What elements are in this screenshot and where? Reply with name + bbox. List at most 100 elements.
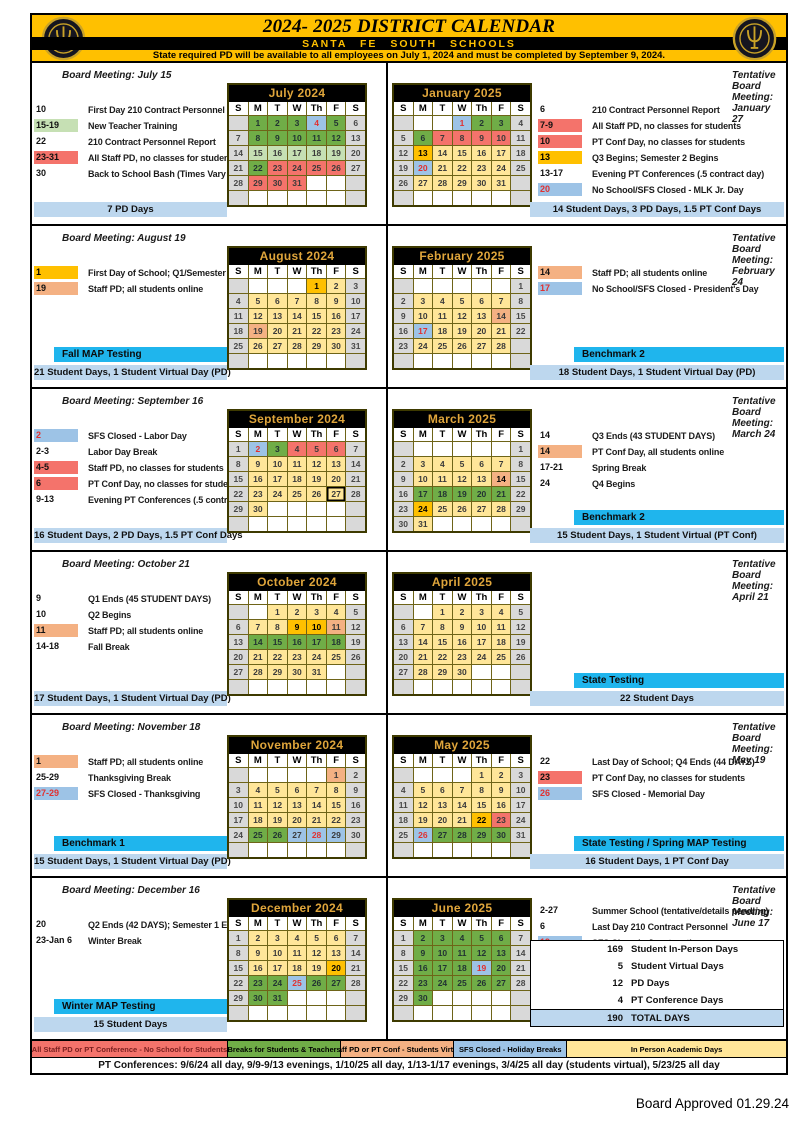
calendar-day-cell	[394, 116, 413, 130]
calendar-day-cell	[491, 991, 511, 1005]
calendar-day-cell: 15	[452, 146, 472, 160]
month-block-july-2024: Board Meeting: July 15 10 First Day 210 Co…	[32, 63, 386, 224]
calendar-day-cell: 4	[433, 457, 452, 471]
calendar-day-cell	[452, 991, 472, 1005]
totals-value: 190	[607, 1012, 623, 1024]
note-text: 210 Contract Personnel Report	[592, 104, 720, 115]
calendar-day-cell: 21	[287, 324, 307, 338]
testing-banner: State Testing / Spring MAP Testing	[574, 836, 784, 851]
note-text: Last Day 210 Contract Personnel	[592, 921, 728, 932]
calendar-day-cell: 25	[229, 339, 248, 353]
calendar-day-cell	[433, 1006, 452, 1020]
calendar-day-cell: 2	[452, 605, 472, 619]
calendar-day-cell	[307, 176, 326, 190]
calendar-day-cell: 24	[511, 813, 530, 827]
note-day-label: 2-27	[540, 905, 559, 915]
calendar-day-cell: 1	[229, 931, 248, 945]
note-row: 10 First Day 210 Contract Personnel	[34, 103, 227, 116]
note-day-label: 6	[34, 477, 78, 490]
day-name-cell: T	[433, 428, 452, 441]
note-text: Staff PD, no classes for students	[88, 462, 224, 473]
calendar-day-cell: 1	[452, 116, 472, 130]
month-summary-bar: 22 Student Days	[530, 691, 784, 706]
note-row: 25-29 Thanksgiving Break	[34, 771, 227, 784]
calendar-day-cell: 14	[511, 946, 530, 960]
calendar-day-cell: 20	[268, 324, 287, 338]
calendar-day-cell	[491, 680, 511, 694]
note-day-label: 14-18	[36, 641, 60, 651]
day-name-cell: W	[287, 591, 307, 604]
calendar-day-cell	[307, 354, 326, 368]
notes-column: Board Meeting: December 16 20 Q2 Ends (42 …	[34, 878, 243, 1039]
calendar-day-cell: 25	[433, 339, 452, 353]
calendar-day-cell: 12	[248, 309, 268, 323]
calendar-day-cell: 6	[433, 783, 452, 797]
calendar-day-cell: 3	[413, 457, 433, 471]
calendar-day-cell: 13	[287, 798, 307, 812]
note-day-label: 27-29	[34, 787, 78, 800]
calendar-day-cell	[472, 279, 491, 293]
note-text: First Day 210 Contract Personnel	[88, 104, 225, 115]
board-meeting-label: Tentative Board Meeting: February 24	[732, 233, 776, 288]
calendar-day-cell: 22	[229, 487, 248, 501]
calendar-day-cell	[394, 354, 413, 368]
calendar-day-cell	[413, 116, 433, 130]
calendar-day-cell: 9	[394, 309, 413, 323]
calendar-day-cell: 30	[346, 828, 365, 842]
column-divider	[386, 226, 388, 387]
column-divider	[386, 389, 388, 550]
calendar-day-cell: 2	[346, 768, 365, 782]
calendar-day-cell: 11	[394, 798, 413, 812]
calendar-day-cell: 7	[307, 783, 326, 797]
month-block-october-2024: Board Meeting: October 21 9 Q1 Ends (45 ST…	[32, 552, 386, 713]
calendar-day-cell: 28	[346, 487, 365, 501]
legend-item: Staff PD or PT Conf - Students Virtual	[341, 1041, 455, 1057]
calendar-day-cell	[433, 680, 452, 694]
calendar-day-cell: 21	[491, 487, 511, 501]
calendar-day-cell	[472, 191, 491, 205]
notes-list: 20 Q2 Ends (42 DAYS); Semester 1 Ends 23-J…	[34, 918, 243, 950]
note-row: 24 Q4 Begins	[538, 477, 784, 490]
day-name-cell: Th	[472, 428, 491, 441]
day-name-cell: T	[268, 591, 287, 604]
day-name-cell: Th	[472, 754, 491, 767]
note-row: 22 Last Day of School; Q4 Ends (44 DAYS)	[538, 755, 784, 768]
day-name-cell: S	[229, 591, 248, 604]
calendar-day-cell: 3	[268, 442, 287, 456]
calendar-day-cell: 31	[268, 991, 287, 1005]
note-text: Evening PT Conferences (.5 contract day)	[88, 494, 261, 505]
note-text: No School/SFS Closed - President's Day	[592, 283, 759, 294]
note-day-label: 20	[36, 919, 47, 929]
calendar-day-cell: 31	[307, 665, 326, 679]
calendar-day-cell: 17	[491, 146, 511, 160]
calendar-day-cell: 23	[491, 813, 511, 827]
calendar-day-cell: 28	[346, 976, 365, 990]
day-name-cell: Th	[472, 265, 491, 278]
note-row: 15-19 New Teacher Training	[34, 119, 227, 132]
calendar-day-cell: 28	[248, 665, 268, 679]
calendar-day-cell: 12	[268, 798, 287, 812]
calendar-day-cell: 4	[248, 783, 268, 797]
calendar-day-cell: 6	[413, 131, 433, 145]
calendar-day-cell: 12	[472, 946, 491, 960]
month-block-september-2024: Board Meeting: September 16 2 SFS Closed -…	[32, 389, 386, 550]
testing-banner: Fall MAP Testing	[54, 347, 227, 362]
calendar-day-cell: 27	[394, 665, 413, 679]
calendar-day-cell: 28	[307, 828, 326, 842]
calendar-day-cell: 7	[491, 294, 511, 308]
note-text: First Day of School; Q1/Semester 1 Begin…	[88, 267, 265, 278]
day-name-cell: S	[394, 102, 413, 115]
note-day-label: 19	[34, 282, 78, 295]
calendar-day-cell: 27	[326, 976, 346, 990]
calendar-august-2024: August 2024 S M T W Th F S 1 2 3 4 5 6 7 8 9 10 11 12 13 14 15…	[227, 246, 367, 370]
calendar-day-cell: 11	[287, 946, 307, 960]
calendar-title: August 2024	[229, 248, 365, 265]
month-block-march-2025: March 2025 S M T W Th F S 1 2 3 4 5 6 7 8 9 10 11 12 13 14 15 1…	[388, 389, 786, 550]
calendar-day-cell: 2	[248, 442, 268, 456]
note-text: Staff PD; all students online	[88, 756, 204, 767]
calendar-day-cell: 17	[433, 961, 452, 975]
totals-row: 169 Student In-Person Days	[531, 941, 783, 958]
calendar-day-cell: 14	[248, 635, 268, 649]
calendar-day-cell	[452, 680, 472, 694]
calendar-day-cell: 21	[229, 161, 248, 175]
